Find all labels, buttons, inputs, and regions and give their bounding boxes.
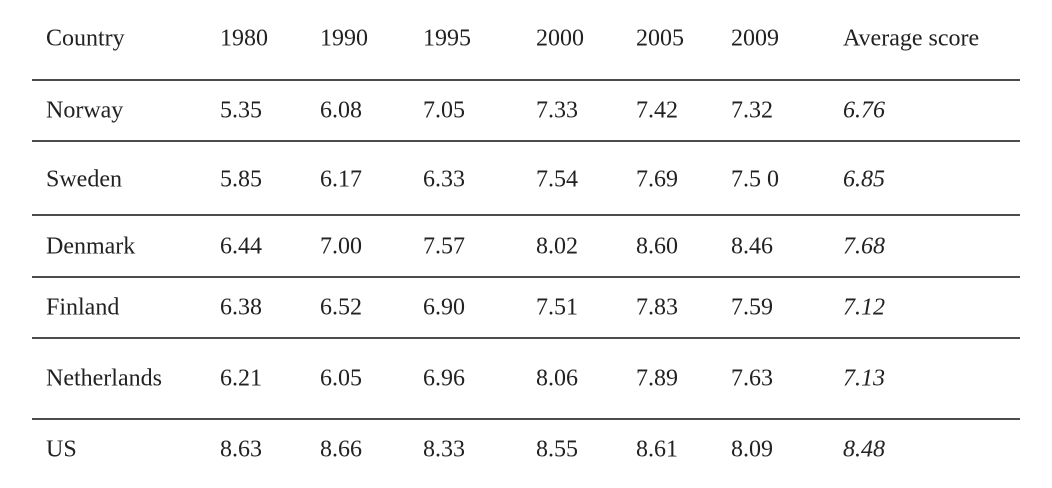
score-cell: 7.59 [731,295,773,321]
score-cell: 8.09 [731,437,773,463]
country-cell: Finland [46,295,119,321]
score-cell: 7.32 [731,98,773,124]
score-cell: 5.85 [220,167,262,193]
country-cell: US [46,437,77,463]
score-cell: 8.33 [423,437,465,463]
score-cell: 6.44 [220,234,262,260]
score-cell: 7.51 [536,295,578,321]
score-cell: 7.33 [536,98,578,124]
score-cell: 6.96 [423,366,465,392]
score-cell: 7.68 [843,234,885,260]
score-cell: 8.02 [536,234,578,260]
score-cell: 6.21 [220,366,262,392]
score-cell: 8.60 [636,234,678,260]
score-cell: 6.52 [320,295,362,321]
score-cell: 7.05 [423,98,465,124]
country-cell: Netherlands [46,366,162,392]
column-header: 1995 [423,26,471,52]
country-cell: Norway [46,98,123,124]
score-cell: 6.33 [423,167,465,193]
score-cell: 7.42 [636,98,678,124]
score-cell: 8.61 [636,437,678,463]
score-cell: 6.38 [220,295,262,321]
column-header: 2000 [536,26,584,52]
column-header: Country [46,26,125,52]
score-cell: 6.90 [423,295,465,321]
score-cell: 8.66 [320,437,362,463]
column-header: 1990 [320,26,368,52]
score-cell: 6.76 [843,98,885,124]
score-cell: 7.5 0 [731,167,779,193]
score-cell: 8.55 [536,437,578,463]
column-header: 1980 [220,26,268,52]
score-cell: 7.57 [423,234,465,260]
country-cell: Denmark [46,234,135,260]
score-cell: 6.05 [320,366,362,392]
score-cell: 6.85 [843,167,885,193]
score-cell: 7.13 [843,366,885,392]
score-cell: 6.17 [320,167,362,193]
country-cell: Sweden [46,167,122,193]
column-header: Average score [843,26,979,52]
score-cell: 5.35 [220,98,262,124]
score-cell: 7.89 [636,366,678,392]
score-cell: 7.69 [636,167,678,193]
score-cell: 7.12 [843,295,885,321]
column-header: 2009 [731,26,779,52]
score-cell: 7.00 [320,234,362,260]
score-cell: 7.54 [536,167,578,193]
score-cell: 8.48 [843,437,885,463]
score-cell: 7.83 [636,295,678,321]
score-cell: 7.63 [731,366,773,392]
score-cell: 8.06 [536,366,578,392]
score-cell: 8.63 [220,437,262,463]
score-cell: 8.46 [731,234,773,260]
score-cell: 6.08 [320,98,362,124]
column-header: 2005 [636,26,684,52]
